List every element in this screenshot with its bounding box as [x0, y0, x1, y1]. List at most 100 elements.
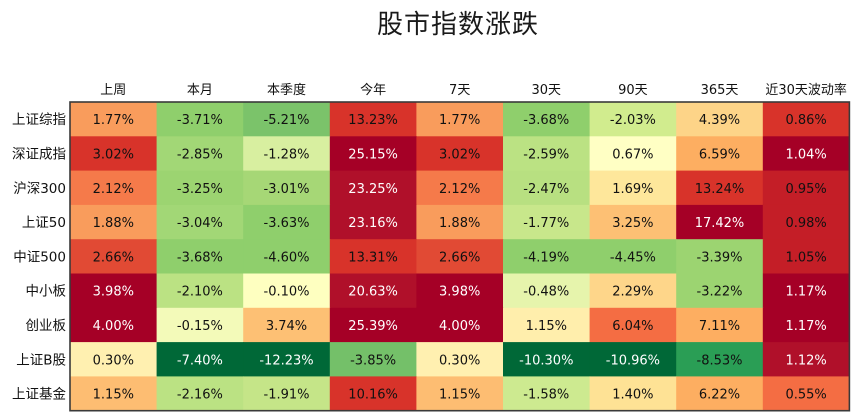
heatmap-cell	[503, 376, 591, 412]
heatmap-cell	[156, 204, 244, 240]
cell-value: -2.85%	[177, 147, 223, 162]
heatmap-cell	[676, 136, 764, 172]
heatmap-cell	[676, 342, 764, 377]
heatmap-cell	[70, 170, 158, 206]
heatmap-border	[69, 101, 851, 412]
heatmap-cell	[416, 376, 504, 412]
heatmap-cell	[762, 273, 850, 309]
cell-value: 4.39%	[699, 113, 740, 128]
heatmap-cell	[156, 307, 244, 343]
cell-value: 2.66%	[439, 250, 480, 265]
heatmap-cell	[503, 102, 591, 137]
heatmap-cell	[329, 273, 417, 309]
cell-value: -3.25%	[177, 182, 223, 197]
heatmap-cell	[416, 273, 504, 309]
cell-value: -4.45%	[610, 250, 656, 265]
heatmap-cell	[676, 307, 764, 343]
heatmap-cell	[70, 342, 158, 377]
cell-value: -0.15%	[177, 319, 223, 334]
cell-value: 13.24%	[695, 182, 745, 197]
cell-value: 0.30%	[439, 353, 480, 368]
cell-value: 0.98%	[785, 216, 826, 231]
column-header: 今年	[360, 82, 386, 98]
heatmap-cell	[243, 136, 331, 172]
cell-value: -3.22%	[697, 285, 743, 300]
heatmap-cell	[762, 136, 850, 172]
row-label: 上证综指	[12, 112, 66, 128]
heatmap-cell	[503, 342, 591, 377]
cell-value: 25.39%	[348, 319, 398, 334]
cell-value: -8.53%	[697, 353, 743, 368]
cell-value: 0.86%	[785, 113, 826, 128]
heatmap-cell	[503, 136, 591, 172]
heatmap-cell	[243, 376, 331, 412]
cell-value: -2.10%	[177, 285, 223, 300]
heatmap-cell	[416, 170, 504, 206]
cell-value: 1.05%	[785, 250, 826, 265]
heatmap-cell	[70, 273, 158, 309]
cell-value: 1.15%	[526, 319, 567, 334]
heatmap-cell	[762, 376, 850, 412]
cell-value: -3.04%	[177, 216, 223, 231]
cell-value: -1.58%	[523, 388, 569, 403]
cell-value: 0.30%	[93, 353, 134, 368]
cell-value: -2.47%	[523, 182, 569, 197]
heatmap-cell	[329, 170, 417, 206]
cell-value: 2.12%	[439, 182, 480, 197]
cell-value: 13.31%	[348, 250, 398, 265]
column-header: 近30天波动率	[765, 82, 847, 98]
heatmap-cell	[589, 307, 677, 343]
heatmap-cell	[329, 376, 417, 412]
cell-value: 0.67%	[612, 147, 653, 162]
cell-value: 23.16%	[348, 216, 398, 231]
heatmap-cell	[156, 273, 244, 309]
heatmap-cell	[243, 273, 331, 309]
cell-value: 3.98%	[439, 285, 480, 300]
cell-value: -2.16%	[177, 388, 223, 403]
cell-value: 3.02%	[93, 147, 134, 162]
column-header: 上周	[100, 83, 126, 98]
cell-value: 1.17%	[785, 285, 826, 300]
heatmap-cell	[416, 342, 504, 377]
cell-value: 1.04%	[785, 147, 826, 162]
cell-value: -3.39%	[697, 250, 743, 265]
heatmap-cell	[329, 136, 417, 172]
cell-value: 6.59%	[699, 147, 740, 162]
cell-value: 3.25%	[612, 216, 653, 231]
cell-value: 2.12%	[93, 182, 134, 197]
cell-value: 6.04%	[612, 319, 653, 334]
heatmap-cell	[416, 204, 504, 240]
heatmap-cell	[676, 239, 764, 275]
column-header: 30天	[532, 83, 562, 98]
heatmap-cell	[589, 136, 677, 172]
heatmap-cell	[503, 239, 591, 275]
cell-value: -3.63%	[264, 216, 310, 231]
cell-value: -3.85%	[350, 353, 396, 368]
cell-value: 1.88%	[439, 216, 480, 231]
heatmap-cell	[156, 170, 244, 206]
heatmap-cell	[70, 239, 158, 275]
cell-value: 2.29%	[612, 285, 653, 300]
cell-value: -3.68%	[523, 113, 569, 128]
heatmap-cell	[762, 204, 850, 240]
heatmap-cell	[676, 273, 764, 309]
heatmap-cell	[416, 102, 504, 137]
cell-value: 4.00%	[439, 319, 480, 334]
heatmap-cell	[503, 204, 591, 240]
heatmap-cell	[589, 376, 677, 412]
cell-value: 1.12%	[785, 353, 826, 368]
heatmap-cell	[243, 307, 331, 343]
column-header: 7天	[449, 83, 470, 98]
heatmap-cell	[70, 376, 158, 412]
cell-value: 1.40%	[612, 388, 653, 403]
row-label: 中证500	[13, 249, 66, 265]
cell-value: 17.42%	[695, 216, 745, 231]
cell-value: -3.01%	[264, 182, 310, 197]
cell-value: 7.11%	[699, 319, 740, 334]
cell-value: -12.23%	[259, 353, 313, 368]
heatmap-cell	[156, 342, 244, 377]
cell-value: 10.16%	[348, 388, 398, 403]
cell-value: -0.10%	[264, 285, 310, 300]
